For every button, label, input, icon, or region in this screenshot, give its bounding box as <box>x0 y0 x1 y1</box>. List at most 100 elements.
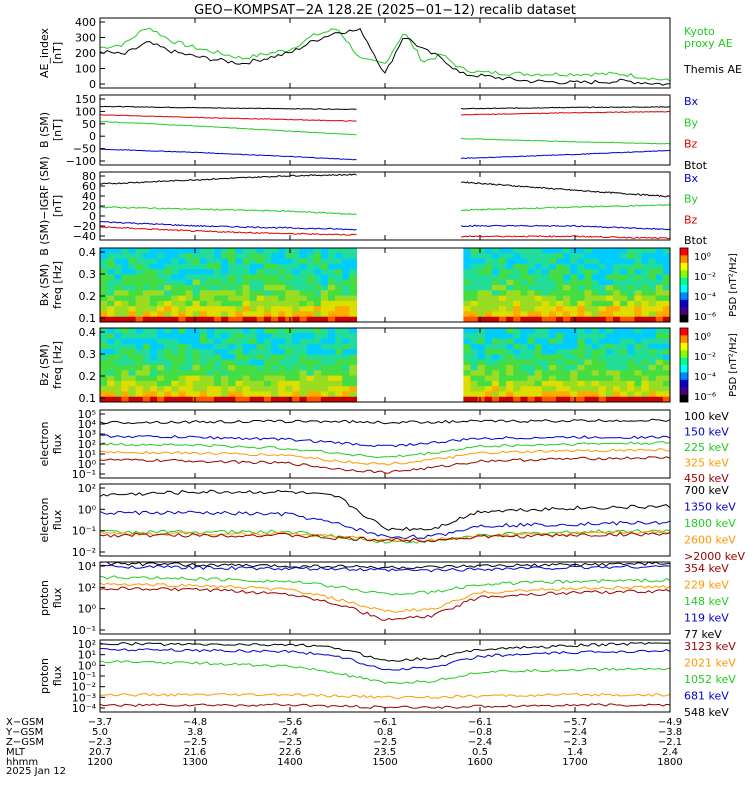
spectrogram-cell <box>513 359 521 366</box>
spectrogram-cell <box>206 285 215 291</box>
y-axis-label: flux <box>51 433 64 454</box>
spectrogram-cell <box>185 338 194 345</box>
spectrogram-cell <box>655 359 664 366</box>
spectrogram-cell <box>335 354 343 361</box>
spectrogram-cell <box>299 311 308 318</box>
spectrogram-cell <box>591 338 600 345</box>
spectrogram-cell <box>192 258 201 265</box>
spectrogram-cell <box>591 349 600 355</box>
spectrogram-cell <box>491 375 500 382</box>
spectrogram-cell <box>149 263 158 270</box>
spectrogram-cell <box>320 253 329 260</box>
spectrogram-cell <box>278 343 286 350</box>
spectrogram-cell <box>598 354 607 361</box>
spectrogram-cell <box>648 295 657 302</box>
spectrogram-cell <box>235 279 243 286</box>
spectrogram-cell <box>349 306 357 312</box>
spectrogram-cell <box>506 386 514 392</box>
ephemeris-value: −6.1 <box>468 717 492 728</box>
legend-entry: 681 keV <box>684 690 729 703</box>
spectrogram-cell <box>627 274 635 281</box>
spectrogram-cell <box>613 274 621 281</box>
spectrogram-cell <box>577 375 585 382</box>
spectrogram-cell <box>335 285 343 291</box>
spectrogram-cell <box>655 306 664 312</box>
spectrogram-cell <box>256 295 265 302</box>
spectrogram-cell <box>192 391 201 398</box>
spectrogram-cell <box>299 391 308 398</box>
spectrogram-cell <box>627 248 635 254</box>
spectrogram-cell <box>655 380 664 387</box>
series-line-btot <box>99 105 357 111</box>
spectrogram-cell <box>598 306 607 312</box>
spectrogram-cell <box>534 316 543 323</box>
spectrogram-cell <box>620 328 628 334</box>
series-line-bz <box>460 235 671 240</box>
spectrogram-cell <box>613 279 621 286</box>
legend-entry: 229 keV <box>684 579 729 592</box>
spectrogram-cell <box>206 311 215 318</box>
spectrogram-cell <box>107 370 115 377</box>
spectrogram-cell <box>171 295 179 302</box>
spectrogram-cell <box>349 279 357 286</box>
spectrogram-cell <box>570 290 578 297</box>
spectrogram-cell <box>221 354 229 361</box>
spectrogram-cell <box>662 354 671 361</box>
spectrogram-cell <box>570 338 578 345</box>
spectrogram-cell <box>577 338 585 345</box>
spectrogram-cell <box>199 354 208 361</box>
spectrogram-cell <box>556 338 564 345</box>
spectrogram-cell <box>221 290 229 297</box>
ephemeris-row-label: Z−GSM <box>6 737 44 748</box>
spectrogram-cell <box>271 311 279 318</box>
spectrogram-cell <box>235 354 243 361</box>
spectrogram-cell <box>491 253 500 260</box>
spectrogram-cell <box>249 316 258 323</box>
spectrogram-cell <box>149 290 158 297</box>
spectrogram-cell <box>299 279 308 286</box>
legend-entry: 2021 keV <box>684 657 736 670</box>
spectrogram-cell <box>513 328 521 334</box>
spectrogram-cell <box>598 279 607 286</box>
spectrogram-cell <box>577 269 585 275</box>
spectrogram-cell <box>242 279 251 286</box>
spectrogram-cell <box>171 248 179 254</box>
spectrogram-cell <box>178 359 186 366</box>
ephemeris-value: 0.8 <box>377 727 393 738</box>
spectrogram-cell <box>192 290 201 297</box>
spectrogram-cell <box>563 354 571 361</box>
spectrogram-cell <box>534 370 543 377</box>
spectrogram-cell <box>128 269 137 275</box>
spectrogram-cell <box>613 391 621 398</box>
spectrogram-cell <box>164 285 172 291</box>
spectrogram-cell <box>548 386 557 392</box>
spectrogram-cell <box>214 248 222 254</box>
spectrogram-cell <box>577 253 585 260</box>
spectrogram-cell <box>192 253 201 260</box>
spectrogram-cell <box>527 295 536 302</box>
spectrogram-cell <box>605 380 614 387</box>
spectrogram-cell <box>199 263 208 270</box>
spectrogram-cell <box>107 349 115 355</box>
spectrogram-cell <box>178 380 186 387</box>
y-tick-label: 10⁻¹ <box>72 624 96 637</box>
spectrogram-cell <box>157 365 165 371</box>
ephemeris-value: 1700 <box>562 757 587 768</box>
spectrogram-cell <box>121 274 129 281</box>
y-tick-label: 10⁻² <box>72 681 96 694</box>
spectrogram-cell <box>100 370 108 377</box>
spectrogram-cell <box>306 333 315 340</box>
ephemeris-value: −3.7 <box>88 717 112 728</box>
spectrogram-cell <box>641 386 650 392</box>
spectrogram-cell <box>214 338 222 345</box>
spectrogram-cell <box>342 380 350 387</box>
spectrogram-cell <box>206 274 215 281</box>
spectrogram-cell <box>499 375 507 382</box>
spectrogram-cell <box>192 279 201 286</box>
spectrogram-cell <box>192 269 201 275</box>
spectrogram-cell <box>178 285 186 291</box>
spectrogram-cell <box>513 311 521 318</box>
spectrogram-cell <box>620 349 628 355</box>
spectrogram-cell <box>627 365 635 371</box>
spectrogram-cell <box>598 311 607 318</box>
